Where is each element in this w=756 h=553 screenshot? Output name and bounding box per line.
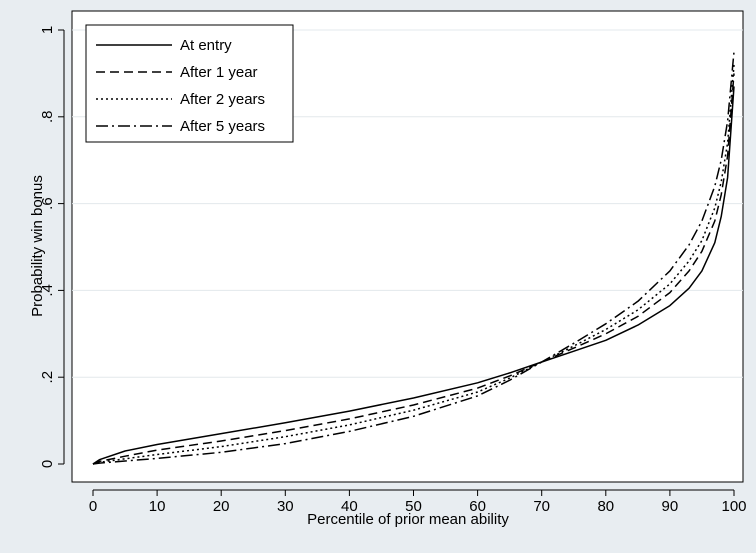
x-tick-label: 70 <box>533 498 550 515</box>
x-tick-label: 40 <box>341 498 358 515</box>
y-tick-label: .6 <box>39 197 56 210</box>
x-tick-label: 60 <box>469 498 486 515</box>
y-tick-label: .4 <box>39 284 56 297</box>
series-line-dashdot <box>92 51 735 465</box>
x-tick-label: 90 <box>662 498 679 515</box>
y-axis-label: Probability win bonus <box>29 175 46 317</box>
y-tick-label: 0 <box>39 460 56 468</box>
legend: At entry After 1 year After 2 years After 5… <box>85 24 294 143</box>
series-line-dashed <box>92 73 735 465</box>
y-tick-label: .8 <box>39 111 56 124</box>
legend-label: After 1 year <box>180 64 258 81</box>
x-tick-label: 10 <box>149 498 166 515</box>
legend-label: After 2 years <box>180 91 265 108</box>
series-lines <box>92 51 735 465</box>
axes: 0.2.4.6.810 10 20 30 40 50 60 70 80 90 100 <box>39 26 747 515</box>
x-tick-label: 20 <box>213 498 230 515</box>
x-axis-label: Percentile of prior mean ability <box>307 511 509 528</box>
x-tick-label: 50 <box>405 498 422 515</box>
x-tick-label: 30 <box>277 498 294 515</box>
y-tick-label: .2 <box>39 371 56 384</box>
y-tick-label: 1 <box>39 26 56 34</box>
x-tick-label: 0 <box>89 498 97 515</box>
series-line-dotted <box>92 64 735 465</box>
x-tick-label: 80 <box>597 498 614 515</box>
legend-label: At entry <box>180 37 232 54</box>
legend-label: After 5 years <box>180 118 265 135</box>
x-tick-label: 100 <box>721 498 746 515</box>
